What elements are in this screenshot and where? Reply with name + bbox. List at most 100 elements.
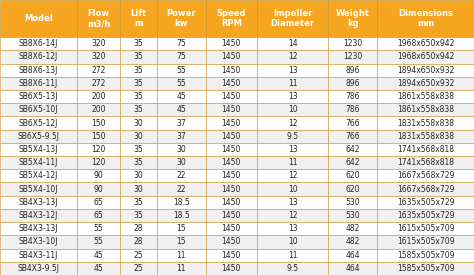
Bar <box>77 156 120 169</box>
Bar <box>206 77 257 90</box>
Bar <box>77 103 120 116</box>
Bar <box>206 249 257 262</box>
Bar <box>206 90 257 103</box>
Text: 786: 786 <box>346 105 360 114</box>
Text: 1450: 1450 <box>222 79 241 88</box>
Bar <box>77 116 120 130</box>
Bar <box>157 222 206 235</box>
Text: 30: 30 <box>176 145 186 154</box>
Text: Model: Model <box>24 14 53 23</box>
Text: 75: 75 <box>176 39 186 48</box>
Text: 28: 28 <box>134 237 143 246</box>
Text: 200: 200 <box>91 92 106 101</box>
Text: 1450: 1450 <box>222 198 241 207</box>
Text: 11: 11 <box>288 251 297 260</box>
Bar <box>0 103 77 116</box>
Bar <box>377 143 474 156</box>
Text: 896: 896 <box>346 66 360 75</box>
Text: 35: 35 <box>134 105 143 114</box>
Text: 1230: 1230 <box>343 39 362 48</box>
Text: 1450: 1450 <box>222 264 241 273</box>
Bar <box>120 130 157 143</box>
Text: 22: 22 <box>177 185 186 194</box>
Text: 1894x650x932: 1894x650x932 <box>397 79 454 88</box>
Text: 15: 15 <box>176 224 186 233</box>
Text: 1450: 1450 <box>222 53 241 61</box>
Bar <box>206 262 257 275</box>
Text: 1450: 1450 <box>222 211 241 220</box>
Text: 1450: 1450 <box>222 105 241 114</box>
Bar <box>257 90 328 103</box>
Bar <box>377 209 474 222</box>
Text: 766: 766 <box>346 119 360 128</box>
Bar <box>77 196 120 209</box>
Text: 13: 13 <box>288 145 298 154</box>
Bar <box>0 209 77 222</box>
Bar <box>120 77 157 90</box>
Text: 13: 13 <box>288 92 298 101</box>
Text: SB8X6-11J: SB8X6-11J <box>19 79 58 88</box>
Text: 1450: 1450 <box>222 145 241 154</box>
Text: 90: 90 <box>94 185 103 194</box>
Bar <box>328 77 377 90</box>
Text: 9.5: 9.5 <box>287 264 299 273</box>
Text: SB8X6-12J: SB8X6-12J <box>19 53 58 61</box>
Bar <box>377 183 474 196</box>
Text: 1667x568x729: 1667x568x729 <box>397 185 454 194</box>
Text: 25: 25 <box>134 251 143 260</box>
Bar <box>120 37 157 50</box>
Bar <box>120 183 157 196</box>
Bar <box>206 183 257 196</box>
Bar <box>206 130 257 143</box>
Text: 75: 75 <box>176 53 186 61</box>
Text: 12: 12 <box>288 53 297 61</box>
Bar <box>120 169 157 183</box>
Text: 10: 10 <box>288 105 298 114</box>
Text: 464: 464 <box>346 264 360 273</box>
Text: 22: 22 <box>177 171 186 180</box>
Text: 1741x568x818: 1741x568x818 <box>397 145 454 154</box>
Bar <box>77 235 120 249</box>
Text: 11: 11 <box>288 79 297 88</box>
Bar <box>120 0 157 37</box>
Bar <box>328 143 377 156</box>
Bar <box>120 235 157 249</box>
Text: 37: 37 <box>176 132 186 141</box>
Bar <box>120 116 157 130</box>
Bar <box>328 0 377 37</box>
Bar <box>328 196 377 209</box>
Bar <box>328 103 377 116</box>
Bar <box>257 222 328 235</box>
Bar <box>377 116 474 130</box>
Text: 30: 30 <box>134 132 143 141</box>
Text: SB8X6-13J: SB8X6-13J <box>19 66 58 75</box>
Bar <box>77 183 120 196</box>
Bar <box>0 235 77 249</box>
Text: 35: 35 <box>134 198 143 207</box>
Text: 1615x505x709: 1615x505x709 <box>397 237 454 246</box>
Bar <box>257 196 328 209</box>
Bar <box>120 249 157 262</box>
Bar <box>120 64 157 77</box>
Bar <box>157 262 206 275</box>
Text: 482: 482 <box>346 224 360 233</box>
Text: 65: 65 <box>94 211 103 220</box>
Bar <box>120 143 157 156</box>
Text: Dimensions
mm: Dimensions mm <box>398 9 453 28</box>
Bar <box>377 196 474 209</box>
Bar <box>0 50 77 64</box>
Bar <box>328 262 377 275</box>
Text: Lift
m: Lift m <box>130 9 146 28</box>
Bar <box>257 156 328 169</box>
Bar <box>0 130 77 143</box>
Bar <box>328 64 377 77</box>
Bar <box>77 90 120 103</box>
Bar <box>157 183 206 196</box>
Bar <box>120 156 157 169</box>
Bar <box>206 169 257 183</box>
Text: Impeller
Diameter: Impeller Diameter <box>271 9 315 28</box>
Text: 320: 320 <box>91 39 106 48</box>
Text: SB4X3-12J: SB4X3-12J <box>19 211 58 220</box>
Text: 1635x505x729: 1635x505x729 <box>397 211 454 220</box>
Bar <box>77 37 120 50</box>
